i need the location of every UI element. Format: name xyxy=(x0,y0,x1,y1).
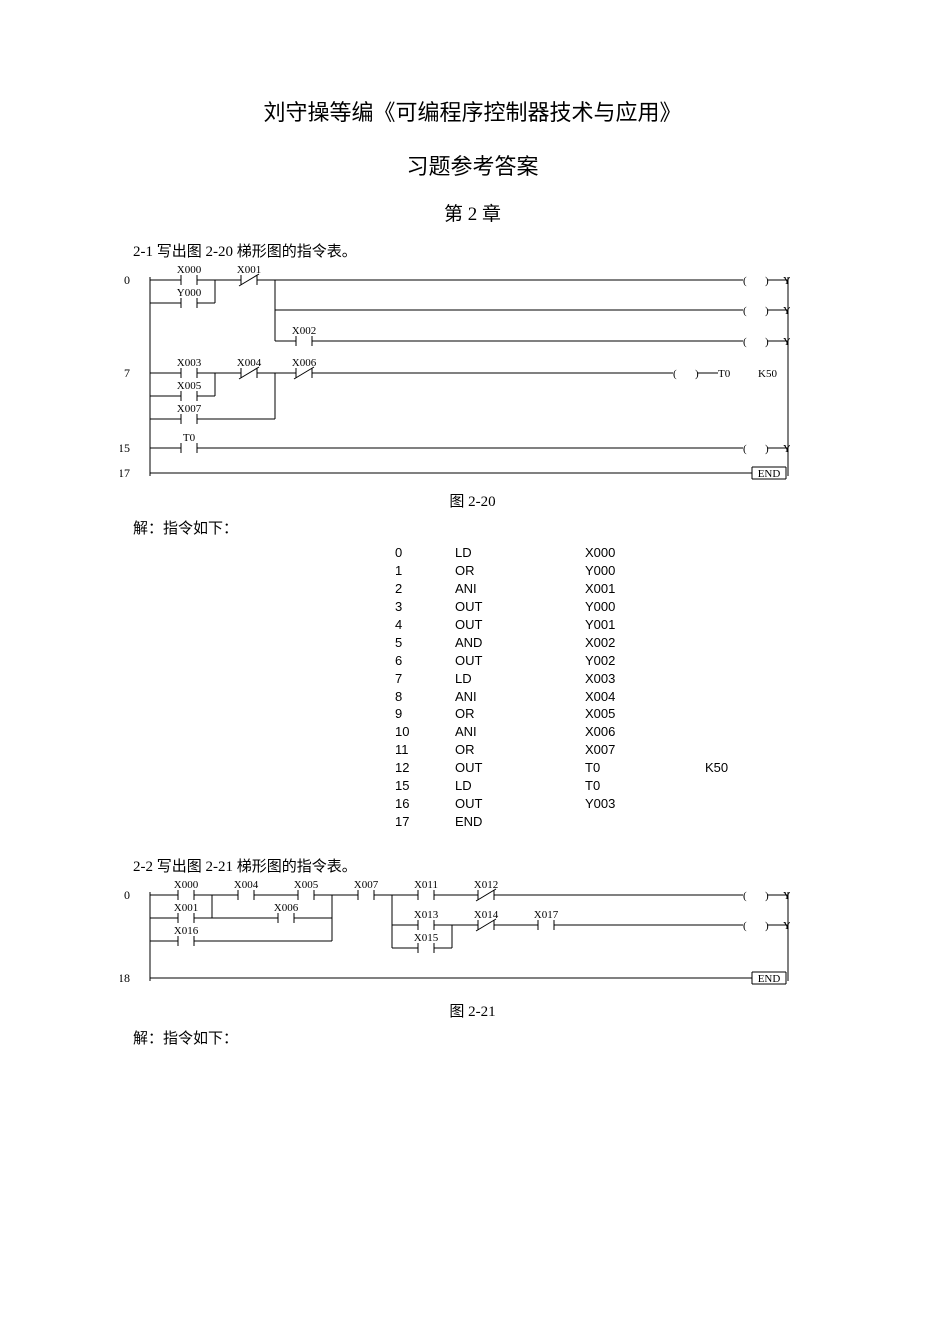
svg-text:7: 7 xyxy=(124,366,130,380)
svg-text:X012: X012 xyxy=(474,879,498,891)
svg-text:X001: X001 xyxy=(174,902,198,914)
svg-text:(: ( xyxy=(743,890,747,902)
svg-text:X015: X015 xyxy=(414,932,439,944)
svg-text:K50: K50 xyxy=(758,368,777,380)
instruction-list-1: 0LDX0001ORY0002ANIX0013OUTY0004OUTY0015A… xyxy=(395,544,825,831)
svg-text:T0: T0 xyxy=(183,432,196,444)
svg-text:X005: X005 xyxy=(177,380,202,392)
svg-text:X011: X011 xyxy=(414,879,438,891)
svg-text:15: 15 xyxy=(120,441,130,455)
svg-text:): ) xyxy=(765,890,769,902)
instruction-row: 5ANDX002 xyxy=(395,634,825,652)
ladder-diagram-2-20: 0 X000 X001 () Y000 Y000 () Y001 X002 () Y002 7 X003… xyxy=(120,263,790,488)
svg-text:Y000: Y000 xyxy=(177,287,202,299)
svg-text:0: 0 xyxy=(124,888,130,902)
svg-text:END: END xyxy=(758,468,781,480)
svg-text:): ) xyxy=(765,336,769,348)
figure-label-2-20: 图 2-20 xyxy=(120,490,825,511)
svg-text:T0: T0 xyxy=(718,368,731,380)
instruction-row: 7LDX003 xyxy=(395,670,825,688)
figure-label-2-21: 图 2-21 xyxy=(120,1000,825,1021)
svg-text:): ) xyxy=(765,443,769,455)
svg-text:Y000: Y000 xyxy=(783,275,790,287)
svg-text:(: ( xyxy=(743,443,747,455)
title-sub: 习题参考答案 xyxy=(120,149,825,181)
instruction-row: 12OUTT0K50 xyxy=(395,759,825,777)
svg-text:X000: X000 xyxy=(174,879,199,891)
svg-text:X017: X017 xyxy=(534,909,559,921)
svg-text:X004: X004 xyxy=(237,357,262,369)
svg-text:(: ( xyxy=(743,275,747,287)
instruction-row: 0LDX000 xyxy=(395,544,825,562)
instruction-row: 10ANIX006 xyxy=(395,723,825,741)
svg-text:Y002: Y002 xyxy=(783,336,790,348)
svg-text:(: ( xyxy=(743,336,747,348)
svg-text:X000: X000 xyxy=(177,264,202,276)
svg-text:18: 18 xyxy=(120,971,130,985)
svg-text:(: ( xyxy=(743,920,747,932)
instruction-row: 16OUTY003 xyxy=(395,795,825,813)
svg-text:0: 0 xyxy=(124,273,130,287)
svg-text:): ) xyxy=(765,275,769,287)
svg-text:X007: X007 xyxy=(354,879,379,891)
instruction-row: 11ORX007 xyxy=(395,741,825,759)
svg-text:): ) xyxy=(695,368,699,380)
instruction-row: 4OUTY001 xyxy=(395,616,825,634)
instruction-row: 6OUTY002 xyxy=(395,652,825,670)
problem-2-2-heading: 2-2 写出图 2-21 梯形图的指令表。 xyxy=(133,855,825,876)
problem-2-1-heading: 2-1 写出图 2-20 梯形图的指令表。 xyxy=(133,240,825,261)
title-main: 刘守操等编《可编程序控制器技术与应用》 xyxy=(120,95,825,127)
instruction-row: 15LDT0 xyxy=(395,777,825,795)
instruction-row: 1ORY000 xyxy=(395,562,825,580)
svg-text:X006: X006 xyxy=(274,902,299,914)
instruction-row: 8ANIX004 xyxy=(395,688,825,706)
chapter-heading: 第 2 章 xyxy=(120,199,825,226)
svg-text:(: ( xyxy=(743,305,747,317)
svg-text:Y001: Y001 xyxy=(783,305,790,317)
instruction-row: 17END xyxy=(395,813,825,831)
svg-text:X013: X013 xyxy=(414,909,439,921)
svg-text:Y001: Y001 xyxy=(783,920,790,932)
svg-text:): ) xyxy=(765,305,769,317)
svg-text:X004: X004 xyxy=(234,879,259,891)
instruction-row: 3OUTY000 xyxy=(395,598,825,616)
svg-text:X006: X006 xyxy=(292,357,317,369)
svg-text:X007: X007 xyxy=(177,403,202,415)
svg-text:X002: X002 xyxy=(292,325,316,337)
solution-label-1: 解：指令如下： xyxy=(133,517,825,538)
instruction-row: 9ORX005 xyxy=(395,705,825,723)
svg-text:): ) xyxy=(765,920,769,932)
svg-text:X003: X003 xyxy=(177,357,202,369)
svg-text:(: ( xyxy=(673,368,677,380)
svg-text:X005: X005 xyxy=(294,879,319,891)
ladder-diagram-2-21: 0 X000 X004 X005 X007 X011 X012 () Y000 X001 X006 X… xyxy=(120,878,790,998)
solution-label-2: 解：指令如下： xyxy=(133,1027,825,1048)
svg-text:X014: X014 xyxy=(474,909,499,921)
svg-text:END: END xyxy=(758,973,781,985)
svg-text:X016: X016 xyxy=(174,925,199,937)
svg-text:Y003: Y003 xyxy=(783,443,790,455)
instruction-row: 2ANIX001 xyxy=(395,580,825,598)
svg-text:17: 17 xyxy=(120,466,130,480)
svg-text:X001: X001 xyxy=(237,264,261,276)
svg-text:Y000: Y000 xyxy=(783,890,790,902)
